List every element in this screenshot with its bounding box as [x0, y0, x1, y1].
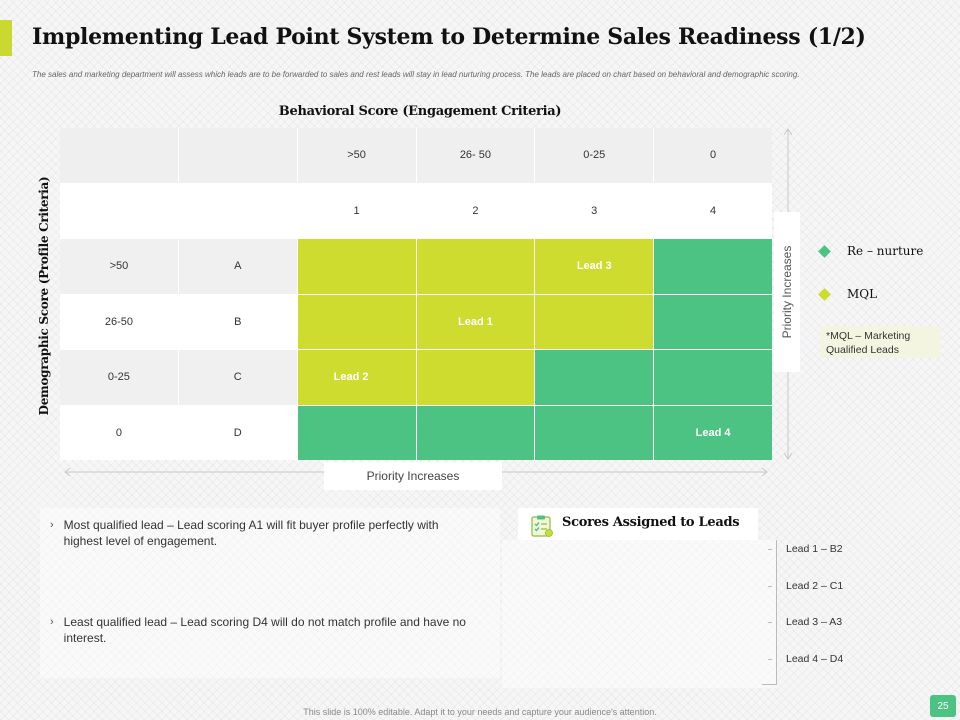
slide-subtitle: The sales and marketing department will …	[32, 70, 800, 79]
score-item-lead-4: Lead 4 – D4	[786, 653, 844, 665]
chevron-right-icon: ›	[50, 616, 54, 628]
timeline-tick	[768, 622, 772, 623]
legend-mql-label: MQL	[847, 287, 878, 301]
matrix-cell-b1	[297, 294, 416, 349]
demographic-range: 26-50	[60, 294, 178, 349]
timeline-tick	[768, 549, 772, 550]
chevron-right-icon: ›	[50, 519, 54, 531]
green-diamond-icon	[818, 244, 831, 258]
legend-mql: MQL	[818, 287, 878, 301]
matrix-cell-a4	[654, 239, 772, 294]
legend-renurture: Re – nurture	[818, 244, 924, 258]
scores-timeline	[776, 540, 777, 684]
behavioral-score-heading: Behavioral Score (Engagement Criteria)	[278, 104, 562, 119]
matrix-cell-b4	[654, 294, 772, 349]
slide-title: Implementing Lead Point System to Determ…	[32, 24, 866, 50]
matrix-header-blank	[60, 183, 178, 238]
matrix-cell-d1	[297, 405, 416, 460]
lead-1-marker: Lead 1	[416, 294, 535, 349]
behavioral-range: 26- 50	[416, 128, 535, 183]
scores-assigned-title: Scores Assigned to Leads	[562, 515, 740, 530]
lead-scoring-matrix: >50 26- 50 0-25 0 1 2 3 4 >50 A Lead 3 2…	[60, 128, 772, 460]
bullet-text: Least qualified lead – Lead scoring D4 w…	[63, 615, 466, 645]
matrix-cell-d2	[416, 405, 535, 460]
scores-timeline-foot	[762, 684, 777, 685]
behavioral-rank: 4	[654, 183, 772, 238]
matrix-cell-c4	[654, 350, 772, 405]
priority-increases-right-label: Priority Increases	[774, 212, 800, 372]
demographic-grade: A	[178, 239, 297, 294]
clipboard-checklist-icon	[531, 515, 553, 537]
score-item-lead-2: Lead 2 – C1	[786, 580, 844, 592]
behavioral-range: 0-25	[535, 128, 654, 183]
scores-header-box	[518, 508, 758, 540]
demographic-grade: C	[178, 350, 297, 405]
matrix-header-blank	[178, 128, 297, 183]
bullets-panel	[40, 508, 500, 678]
behavioral-rank: 1	[297, 183, 416, 238]
lime-diamond-icon	[818, 287, 831, 301]
bullet-most-qualified: › Most qualified lead – Lead scoring A1 …	[50, 517, 470, 549]
score-item-lead-1: Lead 1 – B2	[786, 543, 843, 555]
behavioral-range: 0	[654, 128, 772, 183]
demographic-grade: D	[178, 405, 297, 460]
priority-increases-right-text: Priority Increases	[780, 245, 794, 339]
matrix-cell-c2	[416, 350, 535, 405]
bullet-least-qualified: › Least qualified lead – Lead scoring D4…	[50, 614, 470, 646]
score-item-lead-3: Lead 3 – A3	[786, 616, 843, 628]
timeline-tick	[768, 586, 772, 587]
mql-definition-note: *MQL – Marketing Qualified Leads	[820, 326, 940, 358]
matrix-header-blank	[60, 128, 178, 183]
demographic-range: 0	[60, 405, 178, 460]
timeline-tick	[768, 659, 772, 660]
demographic-range: >50	[60, 239, 178, 294]
bullet-text: Most qualified lead – Lead scoring A1 wi…	[63, 518, 439, 548]
scores-panel	[502, 540, 776, 688]
lead-2-marker: Lead 2	[297, 350, 416, 405]
matrix-cell-b3	[535, 294, 654, 349]
title-accent-bar	[0, 20, 12, 56]
matrix-cell-a1	[297, 239, 416, 294]
footer-note: This slide is 100% editable. Adapt it to…	[303, 707, 657, 717]
matrix-cell-a2	[416, 239, 535, 294]
demographic-range: 0-25	[60, 350, 178, 405]
legend-renurture-label: Re – nurture	[847, 244, 924, 258]
page-number-badge: 25	[930, 695, 956, 717]
lead-3-marker: Lead 3	[535, 239, 654, 294]
behavioral-rank: 2	[416, 183, 535, 238]
matrix-cell-d3	[535, 405, 654, 460]
matrix-cell-c3	[535, 350, 654, 405]
behavioral-rank: 3	[535, 183, 654, 238]
matrix-header-blank	[178, 183, 297, 238]
lead-4-marker: Lead 4	[654, 405, 772, 460]
behavioral-range: >50	[297, 128, 416, 183]
priority-increases-bottom-label: Priority Increases	[324, 462, 502, 490]
demographic-grade: B	[178, 294, 297, 349]
demographic-score-heading: Demographic Score (Profile Criteria)	[37, 176, 51, 416]
